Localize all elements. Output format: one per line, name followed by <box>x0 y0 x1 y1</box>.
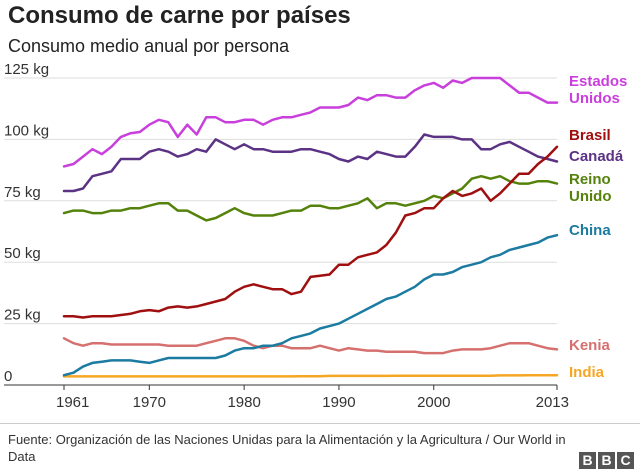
y-tick-label: 50 kg <box>4 245 41 262</box>
series-label: Brasil <box>569 127 611 144</box>
x-tick-label: 1990 <box>322 394 355 411</box>
series-line-reino-unido <box>62 174 559 222</box>
series-label: Kenia <box>569 337 611 354</box>
series-label: Reino Unido <box>569 171 612 205</box>
y-tick-label: 0 <box>4 368 12 385</box>
bbc-logo-letter-2: B <box>598 452 615 469</box>
bbc-logo-letter-3: C <box>617 452 634 469</box>
y-tick-label: 75 kg <box>4 184 41 201</box>
x-tick-label: 2000 <box>417 394 450 411</box>
series-line-estados-unidos <box>62 76 559 168</box>
series-label: Canadá <box>569 148 624 165</box>
x-tick-label: 2013 <box>536 394 569 411</box>
x-tick-label: 1961 <box>56 394 89 411</box>
chart-subtitle: Consumo medio anual por persona <box>8 36 290 56</box>
series-line-china <box>62 233 559 377</box>
chart-title: Consumo de carne por países <box>8 2 351 29</box>
series-label: China <box>569 222 611 239</box>
series-line-india <box>62 373 559 378</box>
x-tick-label: 1970 <box>133 394 166 411</box>
bbc-logo: B B C <box>579 452 634 469</box>
y-tick-label: 125 kg <box>4 61 49 78</box>
line-chart: 0 25 kg 50 kg 75 kg 100 kg 125 kg 1961 1970 1980… <box>4 61 627 411</box>
series-line-canada <box>62 133 559 193</box>
series-label: Estados Unidos <box>569 73 627 107</box>
bbc-logo-letter-1: B <box>579 452 596 469</box>
source-note: Fuente: Organización de las Naciones Uni… <box>8 432 566 464</box>
series-label: India <box>569 364 605 381</box>
y-tick-label: 100 kg <box>4 122 49 139</box>
series-line-brasil <box>62 145 559 319</box>
y-tick-label: 25 kg <box>4 307 41 324</box>
series-line-kenia <box>62 337 559 355</box>
x-tick-label: 1980 <box>227 394 260 411</box>
footer-divider <box>0 423 640 424</box>
